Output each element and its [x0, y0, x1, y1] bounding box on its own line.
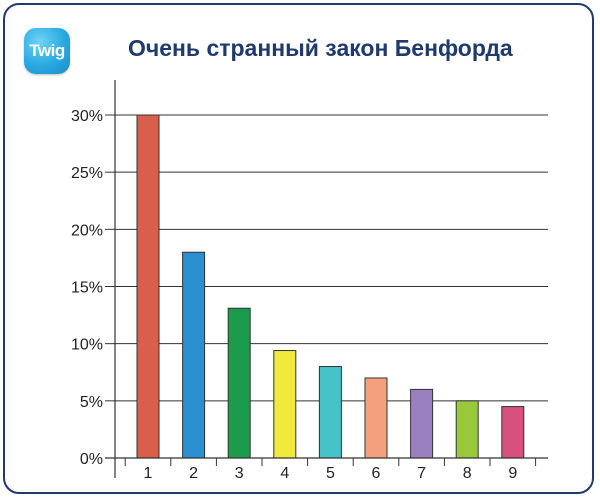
y-tick-label: 15%: [71, 280, 103, 297]
twig-logo: Twig: [24, 28, 70, 74]
bar-5: [318, 366, 342, 459]
bar-8: [455, 400, 479, 459]
x-tick-label: 9: [508, 465, 517, 482]
bar-2: [182, 251, 206, 459]
bar-9: [501, 406, 525, 459]
bar-7: [410, 388, 434, 459]
x-tick-label: 6: [372, 465, 381, 482]
y-tick-label: 0%: [80, 451, 103, 468]
y-tick-label: 5%: [80, 394, 103, 411]
chart-title: Очень странный закон Бенфорда: [128, 35, 513, 61]
bar-6: [364, 377, 388, 459]
bar-4: [273, 350, 297, 459]
x-tick-label: 2: [189, 465, 198, 482]
y-tick-label: 10%: [71, 337, 103, 354]
x-tick-label: 1: [144, 465, 153, 482]
logo-text: Twig: [29, 41, 65, 60]
x-tick-label: 8: [463, 465, 472, 482]
y-tick-label: 25%: [71, 165, 103, 182]
bar-3: [227, 307, 251, 459]
x-tick-label: 5: [326, 465, 335, 482]
chart-card: Twig Очень странный закон Бенфорда: [3, 3, 594, 494]
y-tick-label: 30%: [71, 108, 103, 125]
x-tick-label: 7: [417, 465, 426, 482]
x-tick-label: 4: [280, 465, 289, 482]
bar-1: [136, 114, 160, 459]
y-tick-label: 20%: [71, 222, 103, 239]
x-tick-label: 3: [235, 465, 244, 482]
